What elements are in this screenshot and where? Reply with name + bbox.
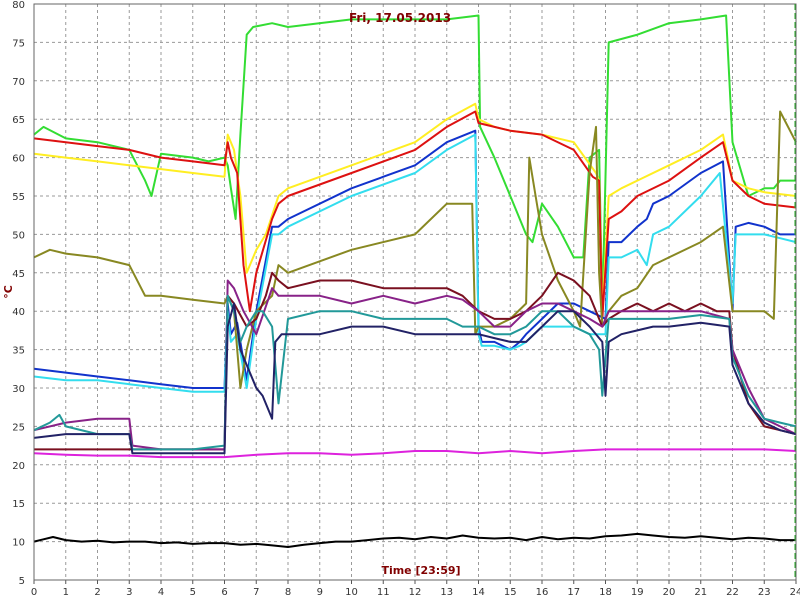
y-tick-label: 40 xyxy=(12,307,25,318)
plot-area-border xyxy=(33,3,797,581)
x-tick-label: 16 xyxy=(536,587,549,598)
x-tick-label: 21 xyxy=(694,587,707,598)
y-tick-label: 80 xyxy=(12,0,25,11)
y-tick-label: 10 xyxy=(12,538,25,549)
y-tick-label: 25 xyxy=(12,422,25,433)
x-tick-label: 14 xyxy=(472,587,485,598)
y-tick-label: 55 xyxy=(12,192,25,203)
y-tick-label: 5 xyxy=(19,576,25,587)
x-tick-label: 7 xyxy=(253,587,259,598)
x-tick-label: 1 xyxy=(63,587,69,598)
series-line-8 xyxy=(33,279,797,451)
x-tick-label: 8 xyxy=(285,587,291,598)
series-line-1 xyxy=(33,14,796,313)
y-tick-label: 50 xyxy=(12,230,25,241)
x-tick-label: 4 xyxy=(158,587,164,598)
y-axis-label: °C xyxy=(2,285,15,299)
y-tick-label: 30 xyxy=(12,384,25,395)
x-tick-label: 19 xyxy=(631,587,644,598)
x-tick-label: 13 xyxy=(440,587,453,598)
y-tick-label: 60 xyxy=(12,154,25,165)
series-line-2 xyxy=(33,102,797,313)
series-line-12 xyxy=(33,532,796,548)
series-line-11 xyxy=(33,448,797,459)
y-axis-ticks: 5 10 15 20 25 30 35 40 45 50 55 60 65 70 75 80 xyxy=(12,0,25,587)
y-tick-label: 15 xyxy=(12,499,25,510)
chart-title: Fri, 17.05.2013 xyxy=(349,11,451,25)
x-tick-label: 22 xyxy=(726,587,739,598)
x-axis-label: Time [23:59] xyxy=(381,564,460,577)
x-tick-label: 10 xyxy=(345,587,358,598)
y-tick-label: 35 xyxy=(12,346,25,357)
x-axis-ticks: 0 1 2 3 4 5 6 7 8 9 10 11 12 13 14 15 16 17 18 19 20 21 22 23 24 xyxy=(31,580,800,598)
x-tick-label: 23 xyxy=(758,587,771,598)
y-tick-label: 75 xyxy=(12,38,25,49)
y-tick-label: 65 xyxy=(12,115,25,126)
x-tick-label: 12 xyxy=(409,587,422,598)
x-tick-label: 24 xyxy=(790,587,800,598)
x-tick-label: 9 xyxy=(317,587,323,598)
y-tick-label: 45 xyxy=(12,269,25,280)
x-tick-label: 3 xyxy=(126,587,132,598)
series-line-3 xyxy=(33,110,797,320)
x-tick-label: 15 xyxy=(504,587,517,598)
x-tick-label: 17 xyxy=(567,587,580,598)
y-tick-label: 20 xyxy=(12,461,25,472)
series-lines xyxy=(33,14,797,548)
x-tick-label: 18 xyxy=(599,587,612,598)
x-tick-label: 6 xyxy=(221,587,227,598)
x-tick-label: 11 xyxy=(377,587,390,598)
x-tick-label: 2 xyxy=(94,587,100,598)
x-tick-label: 5 xyxy=(190,587,196,598)
series-line-9 xyxy=(33,294,797,451)
x-tick-label: 20 xyxy=(663,587,676,598)
y-tick-label: 70 xyxy=(12,77,25,88)
series-line-10 xyxy=(33,302,797,455)
x-tick-label: 0 xyxy=(31,587,37,598)
